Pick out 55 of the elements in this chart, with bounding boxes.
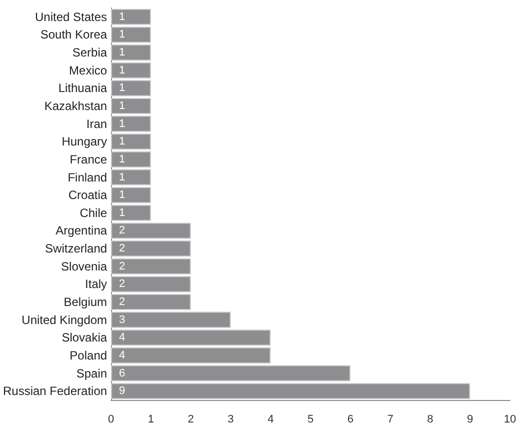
data-label: 1: [119, 28, 126, 41]
x-tick-label: 7: [387, 414, 394, 426]
x-tick-label: 0: [108, 414, 114, 426]
y-tick-label: Poland: [70, 348, 108, 362]
data-label: 1: [119, 82, 126, 94]
data-label: 1: [119, 10, 126, 23]
data-label: 9: [119, 385, 126, 398]
data-label: 1: [119, 100, 126, 112]
y-tick-label: Mexico: [69, 63, 108, 78]
x-tick-label: 8: [427, 414, 434, 426]
data-label: 2: [119, 278, 126, 290]
y-tick-label: Slovakia: [62, 330, 108, 345]
data-label: 4: [119, 332, 126, 344]
y-tick-label: Switzerland: [45, 242, 108, 256]
y-tick-label: Spain: [76, 366, 108, 380]
x-tick-label: 3: [228, 414, 234, 426]
y-tick-label: Finland: [68, 170, 108, 184]
y-tick-label: United States: [35, 10, 108, 24]
data-label: 1: [119, 153, 126, 166]
y-tick-label: Italy: [85, 277, 108, 292]
data-label: 1: [119, 64, 126, 76]
x-tick-label: 2: [188, 414, 194, 426]
x-tick-label: 6: [347, 414, 354, 426]
data-label: 2: [119, 296, 126, 308]
y-tick-label: United Kingdom: [22, 312, 108, 327]
y-tick-label: Chile: [80, 206, 108, 220]
data-label: 4: [119, 349, 126, 362]
y-tick-label: Lithuania: [58, 81, 108, 96]
y-tick-label: Argentina: [56, 224, 108, 238]
y-tick-label: Belgium: [64, 295, 108, 309]
x-tick-label: 4: [268, 414, 274, 426]
data-label: 1: [119, 46, 126, 59]
x-tick-label: 9: [467, 414, 474, 426]
data-label: 2: [119, 242, 126, 255]
y-tick-label: France: [70, 152, 108, 166]
y-tick-label: South Korea: [40, 28, 108, 42]
y-tick-label: Croatia: [68, 188, 108, 202]
data-label: 6: [119, 367, 126, 380]
y-tick-label: Hungary: [62, 134, 108, 149]
data-label: 2: [119, 260, 126, 272]
y-tick-label: Serbia: [72, 46, 108, 60]
y-tick-label: Iran: [86, 116, 108, 131]
data-label: 2: [119, 224, 126, 237]
y-tick-label: Russian Federation: [2, 384, 108, 398]
x-tick-label: 5: [307, 414, 314, 426]
x-tick-label: 1: [148, 414, 154, 426]
x-tick-label: 10: [504, 414, 516, 426]
y-tick-label: Kazakhstan: [44, 99, 108, 113]
data-label: 1: [119, 206, 126, 219]
data-label: 1: [119, 171, 126, 184]
data-label: 3: [119, 314, 126, 326]
data-label: 1: [119, 136, 126, 148]
data-label: 1: [119, 189, 126, 202]
y-tick-label: Slovenia: [61, 259, 108, 274]
data-label: 1: [119, 118, 126, 130]
